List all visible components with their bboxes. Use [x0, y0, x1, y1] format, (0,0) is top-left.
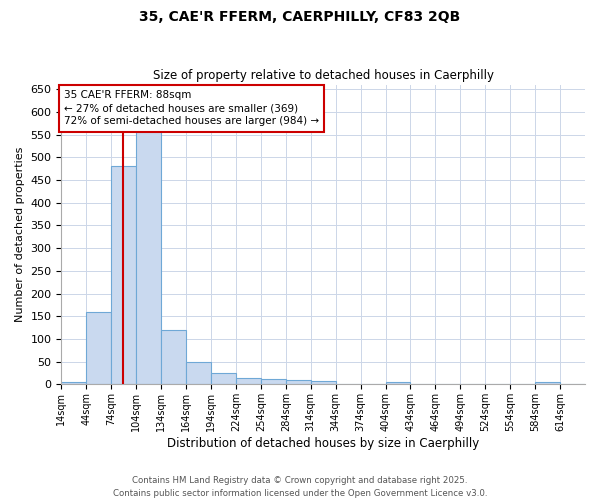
Title: Size of property relative to detached houses in Caerphilly: Size of property relative to detached ho…: [153, 69, 494, 82]
Bar: [211, 373, 236, 384]
Bar: [386, 382, 410, 384]
Bar: [61, 382, 86, 384]
Bar: [136, 108, 161, 384]
Text: Contains HM Land Registry data © Crown copyright and database right 2025.
Contai: Contains HM Land Registry data © Crown c…: [113, 476, 487, 498]
Bar: [186, 362, 211, 384]
Bar: [86, 312, 111, 384]
Bar: [286, 380, 311, 384]
Bar: [535, 382, 560, 384]
Bar: [311, 382, 335, 384]
Y-axis label: Number of detached properties: Number of detached properties: [15, 147, 25, 322]
Text: 35 CAE'R FFERM: 88sqm
← 27% of detached houses are smaller (369)
72% of semi-det: 35 CAE'R FFERM: 88sqm ← 27% of detached …: [64, 90, 319, 126]
Bar: [161, 330, 186, 384]
X-axis label: Distribution of detached houses by size in Caerphilly: Distribution of detached houses by size …: [167, 437, 479, 450]
Text: 35, CAE'R FFERM, CAERPHILLY, CF83 2QB: 35, CAE'R FFERM, CAERPHILLY, CF83 2QB: [139, 10, 461, 24]
Bar: [236, 378, 261, 384]
Bar: [261, 378, 286, 384]
Bar: [111, 166, 136, 384]
